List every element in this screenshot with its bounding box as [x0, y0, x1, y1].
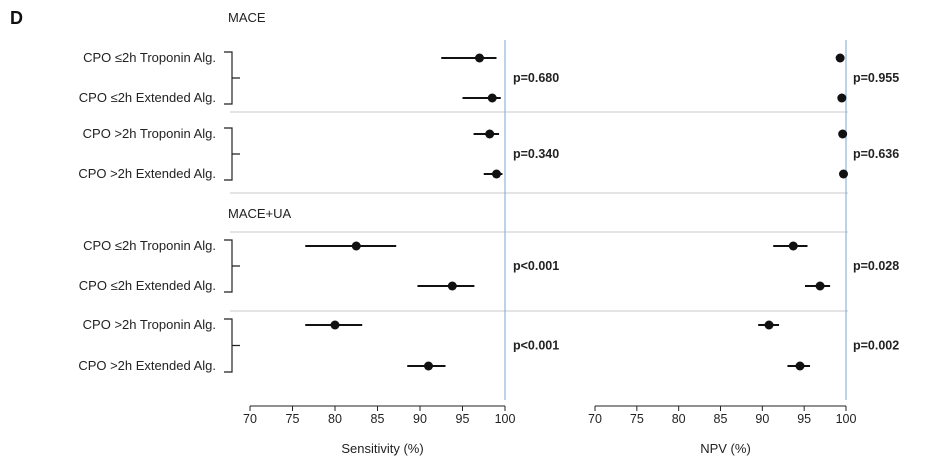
sensitivity-tick-label: 70 — [243, 412, 257, 426]
npv-tick-label: 95 — [797, 412, 811, 426]
sensitivity-tick-label: 90 — [413, 412, 427, 426]
p-value-npv: p=0.028 — [853, 259, 899, 273]
section-title: MACE — [228, 10, 266, 25]
sensitivity-tick-label: 85 — [371, 412, 385, 426]
group-bracket — [224, 51, 240, 105]
sensitivity-tick-label: 75 — [286, 412, 300, 426]
p-value-sensitivity: p<0.001 — [513, 259, 559, 273]
row-label: CPO >2h Extended Alg. — [78, 358, 216, 373]
sensitivity-point-estimate — [492, 169, 501, 179]
npv-point-estimate — [835, 53, 845, 63]
sensitivity-point-estimate — [487, 93, 497, 103]
npv-tick-label: 90 — [755, 412, 769, 426]
npv-point-estimate — [815, 281, 825, 291]
sensitivity-point-estimate — [475, 53, 484, 63]
npv-point-estimate — [837, 93, 847, 103]
sensitivity-point-estimate — [485, 129, 495, 139]
row-label: CPO >2h Troponin Alg. — [83, 317, 216, 332]
panel-letter: D — [10, 8, 23, 28]
group-bracket — [224, 318, 240, 373]
npv-tick-label: 75 — [630, 412, 644, 426]
row-label: CPO ≤2h Extended Alg. — [79, 278, 216, 293]
row-label: CPO ≤2h Troponin Alg. — [83, 238, 216, 253]
npv-point-estimate — [764, 320, 774, 330]
section-title: MACE+UA — [228, 206, 292, 221]
sensitivity-tick-label: 95 — [456, 412, 470, 426]
p-value-sensitivity: p<0.001 — [513, 339, 559, 353]
npv-tick-label: 85 — [714, 412, 728, 426]
npv-point-estimate — [838, 169, 848, 179]
row-label: CPO ≤2h Troponin Alg. — [83, 50, 216, 65]
row-label: CPO ≤2h Extended Alg. — [79, 90, 216, 105]
p-value-npv: p=0.955 — [853, 71, 899, 85]
npv-point-estimate — [838, 129, 848, 139]
p-value-npv: p=0.636 — [853, 147, 899, 161]
sensitivity-tick-label: 80 — [328, 412, 342, 426]
sensitivity-point-estimate — [447, 281, 457, 291]
npv-point-estimate — [788, 241, 798, 251]
group-bracket — [224, 239, 240, 293]
row-label: CPO >2h Extended Alg. — [78, 166, 216, 181]
p-value-npv: p=0.002 — [853, 339, 899, 353]
p-value-sensitivity: p=0.680 — [513, 71, 559, 85]
p-value-sensitivity: p=0.340 — [513, 147, 559, 161]
sensitivity-point-estimate — [424, 361, 433, 371]
row-label: CPO >2h Troponin Alg. — [83, 126, 216, 141]
sensitivity-point-estimate — [330, 320, 340, 330]
sensitivity-axis-title: Sensitivity (%) — [341, 441, 423, 456]
npv-tick-label: 70 — [588, 412, 602, 426]
npv-tick-label: 100 — [836, 412, 857, 426]
npv-point-estimate — [795, 361, 805, 371]
npv-tick-label: 80 — [672, 412, 686, 426]
sensitivity-point-estimate — [351, 241, 361, 251]
group-bracket — [224, 127, 240, 181]
npv-axis-title: NPV (%) — [700, 441, 751, 456]
sensitivity-tick-label: 100 — [495, 412, 516, 426]
